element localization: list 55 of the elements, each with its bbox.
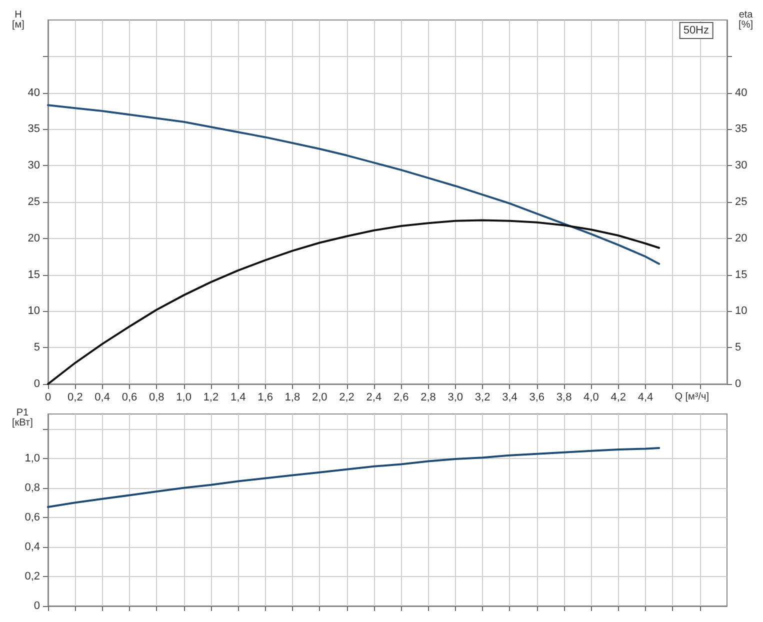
x-tick-label: 0,8 (148, 392, 164, 404)
x-tick-label: 2,0 (312, 392, 328, 404)
y-tick-label: 0,4 (24, 540, 40, 553)
line-series (47, 219, 660, 385)
x-tick-label: 1,8 (284, 392, 300, 404)
y-tick-label: 1,0 (24, 452, 40, 464)
x-tick-label: 0,6 (122, 392, 138, 404)
x-tick-label: 4,2 (610, 392, 626, 404)
y2-tick-label: 30 (735, 160, 748, 172)
y2-tick-label: 40 (735, 86, 748, 99)
y-tick-label: 30 (28, 160, 40, 172)
x-tick-label: 2,6 (393, 392, 409, 404)
x-tick-label: 3,6 (529, 392, 545, 404)
x-tick-label: 2,2 (339, 392, 354, 404)
y-axis-title: P1 [кВт] (12, 408, 34, 428)
x-tick-label: 1,0 (176, 392, 192, 404)
x-tick-label: 0,2 (68, 392, 83, 404)
y-tick-label: 15 (28, 268, 40, 281)
y-tick-label: 0,6 (24, 511, 40, 524)
y2-tick-label: 20 (735, 232, 748, 244)
y2-tick-label: 35 (735, 123, 748, 136)
y-tick-label: 0 (34, 378, 40, 390)
y-tick-label: 20 (28, 232, 40, 244)
y2-tick-label: 10 (735, 305, 748, 318)
y2-axis-title: eta [%] (738, 10, 754, 30)
y-tick-label: 35 (28, 123, 40, 136)
y-tick-label: 0 (34, 600, 40, 612)
y-tick-label: 10 (28, 305, 40, 318)
y2-tick-label: 0 (735, 378, 742, 390)
x-tick-label: 2,8 (420, 392, 436, 404)
y-tick-label: 40 (28, 86, 40, 99)
chart-title: 50Hz (683, 24, 710, 36)
x-tick-label: 0,4 (94, 392, 110, 404)
x-tick-label: 1,2 (203, 392, 219, 404)
line-series (47, 104, 660, 265)
y-tick-label: 25 (28, 196, 40, 208)
y-tick-label: 5 (34, 342, 40, 354)
line-series (47, 446, 660, 508)
x-tick-label: 3,2 (474, 392, 490, 404)
y2-tick-label: 15 (735, 268, 748, 281)
y-tick-label: 0,2 (24, 570, 40, 582)
x-tick-label: 4,4 (638, 392, 654, 404)
y2-tick-label: 25 (735, 196, 748, 208)
y-tick-label: 0,8 (24, 482, 40, 494)
x-tick-label: 3,4 (502, 392, 518, 404)
x-tick-label: 3,8 (556, 392, 572, 404)
y-axis-title: H [м] (12, 10, 25, 30)
x-axis-title: Q [м³/ч] (674, 392, 710, 402)
x-tick-label: 4,0 (584, 392, 599, 404)
x-tick-label: 1,6 (258, 392, 273, 404)
y2-tick-label: 5 (735, 342, 742, 354)
x-tick-label: 1,4 (230, 392, 246, 404)
x-tick-label: 0 (44, 392, 52, 404)
x-tick-label: 2,4 (366, 392, 382, 404)
x-tick-label: 3,0 (448, 392, 464, 404)
